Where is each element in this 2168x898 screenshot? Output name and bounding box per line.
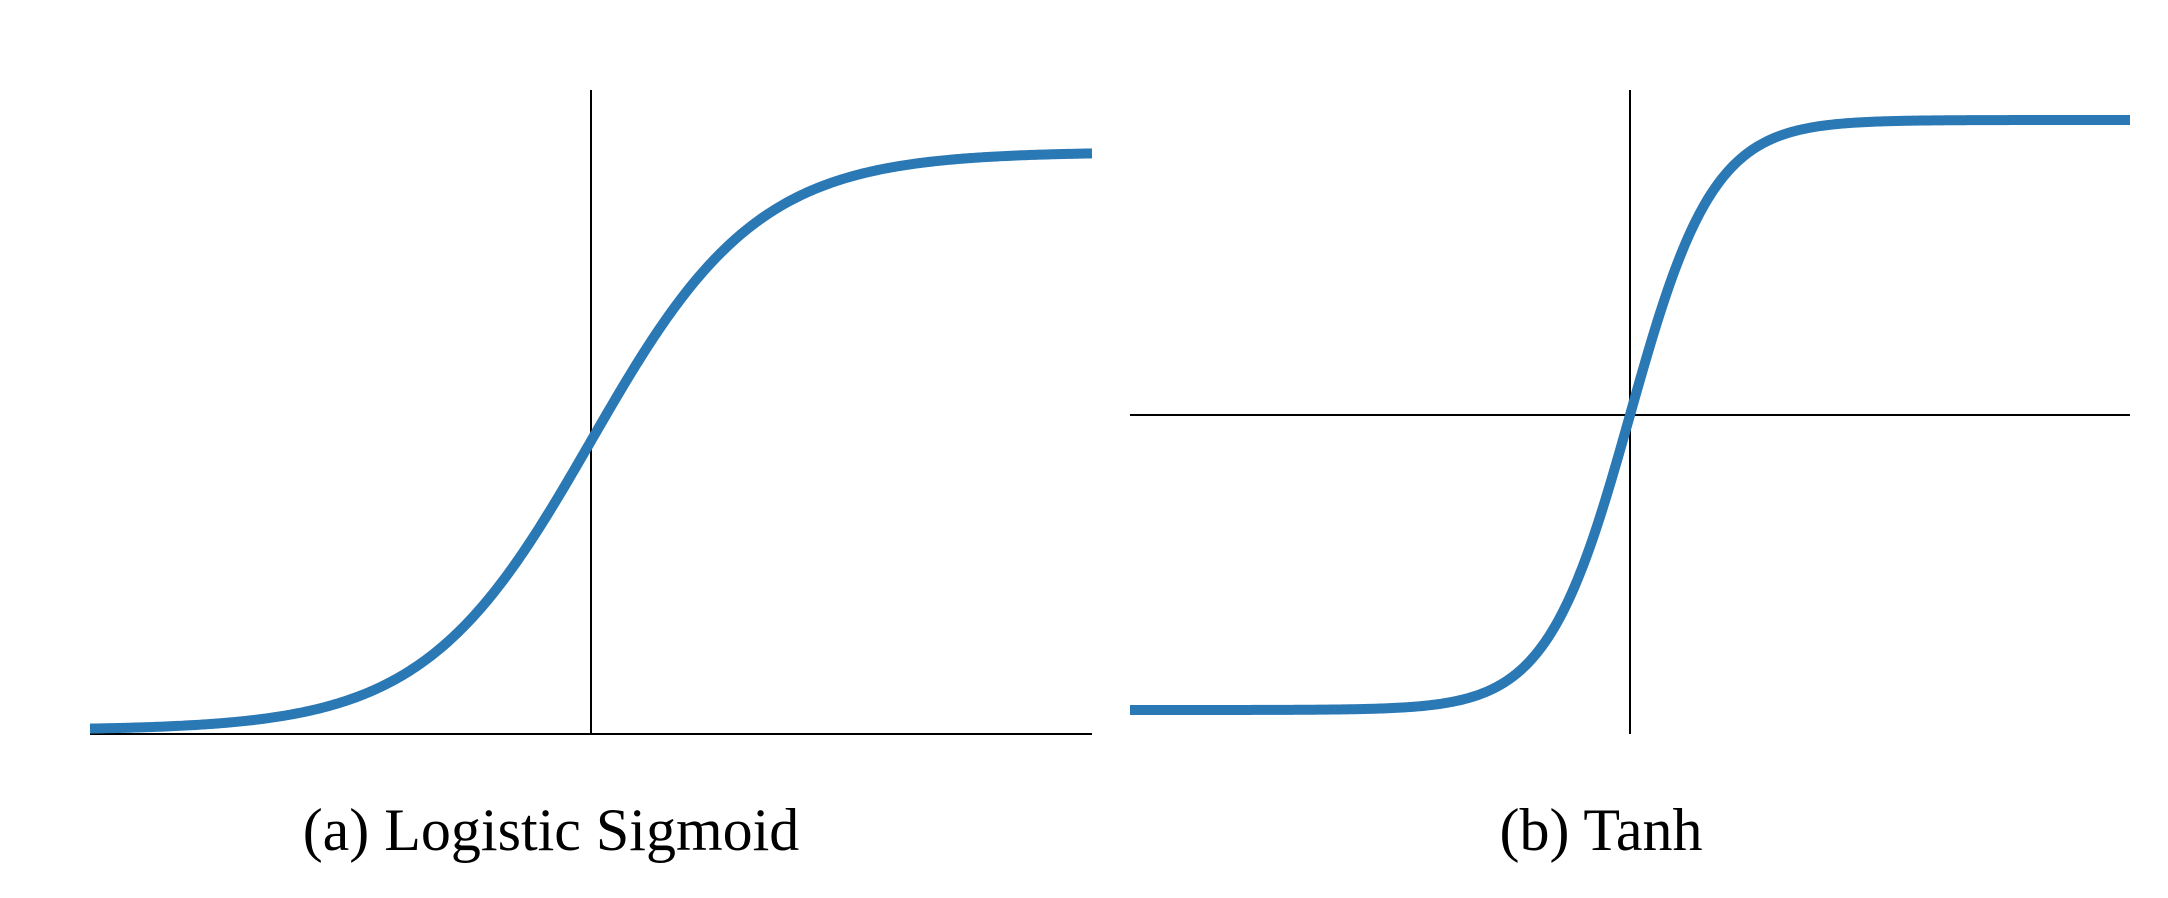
tanh-curve	[1127, 115, 2133, 715]
caption-logistic-sigmoid: (a) Logistic Sigmoid	[302, 797, 800, 863]
caption-tanh: (b) Tanh	[1499, 797, 1703, 863]
logistic-curve	[87, 148, 1095, 734]
